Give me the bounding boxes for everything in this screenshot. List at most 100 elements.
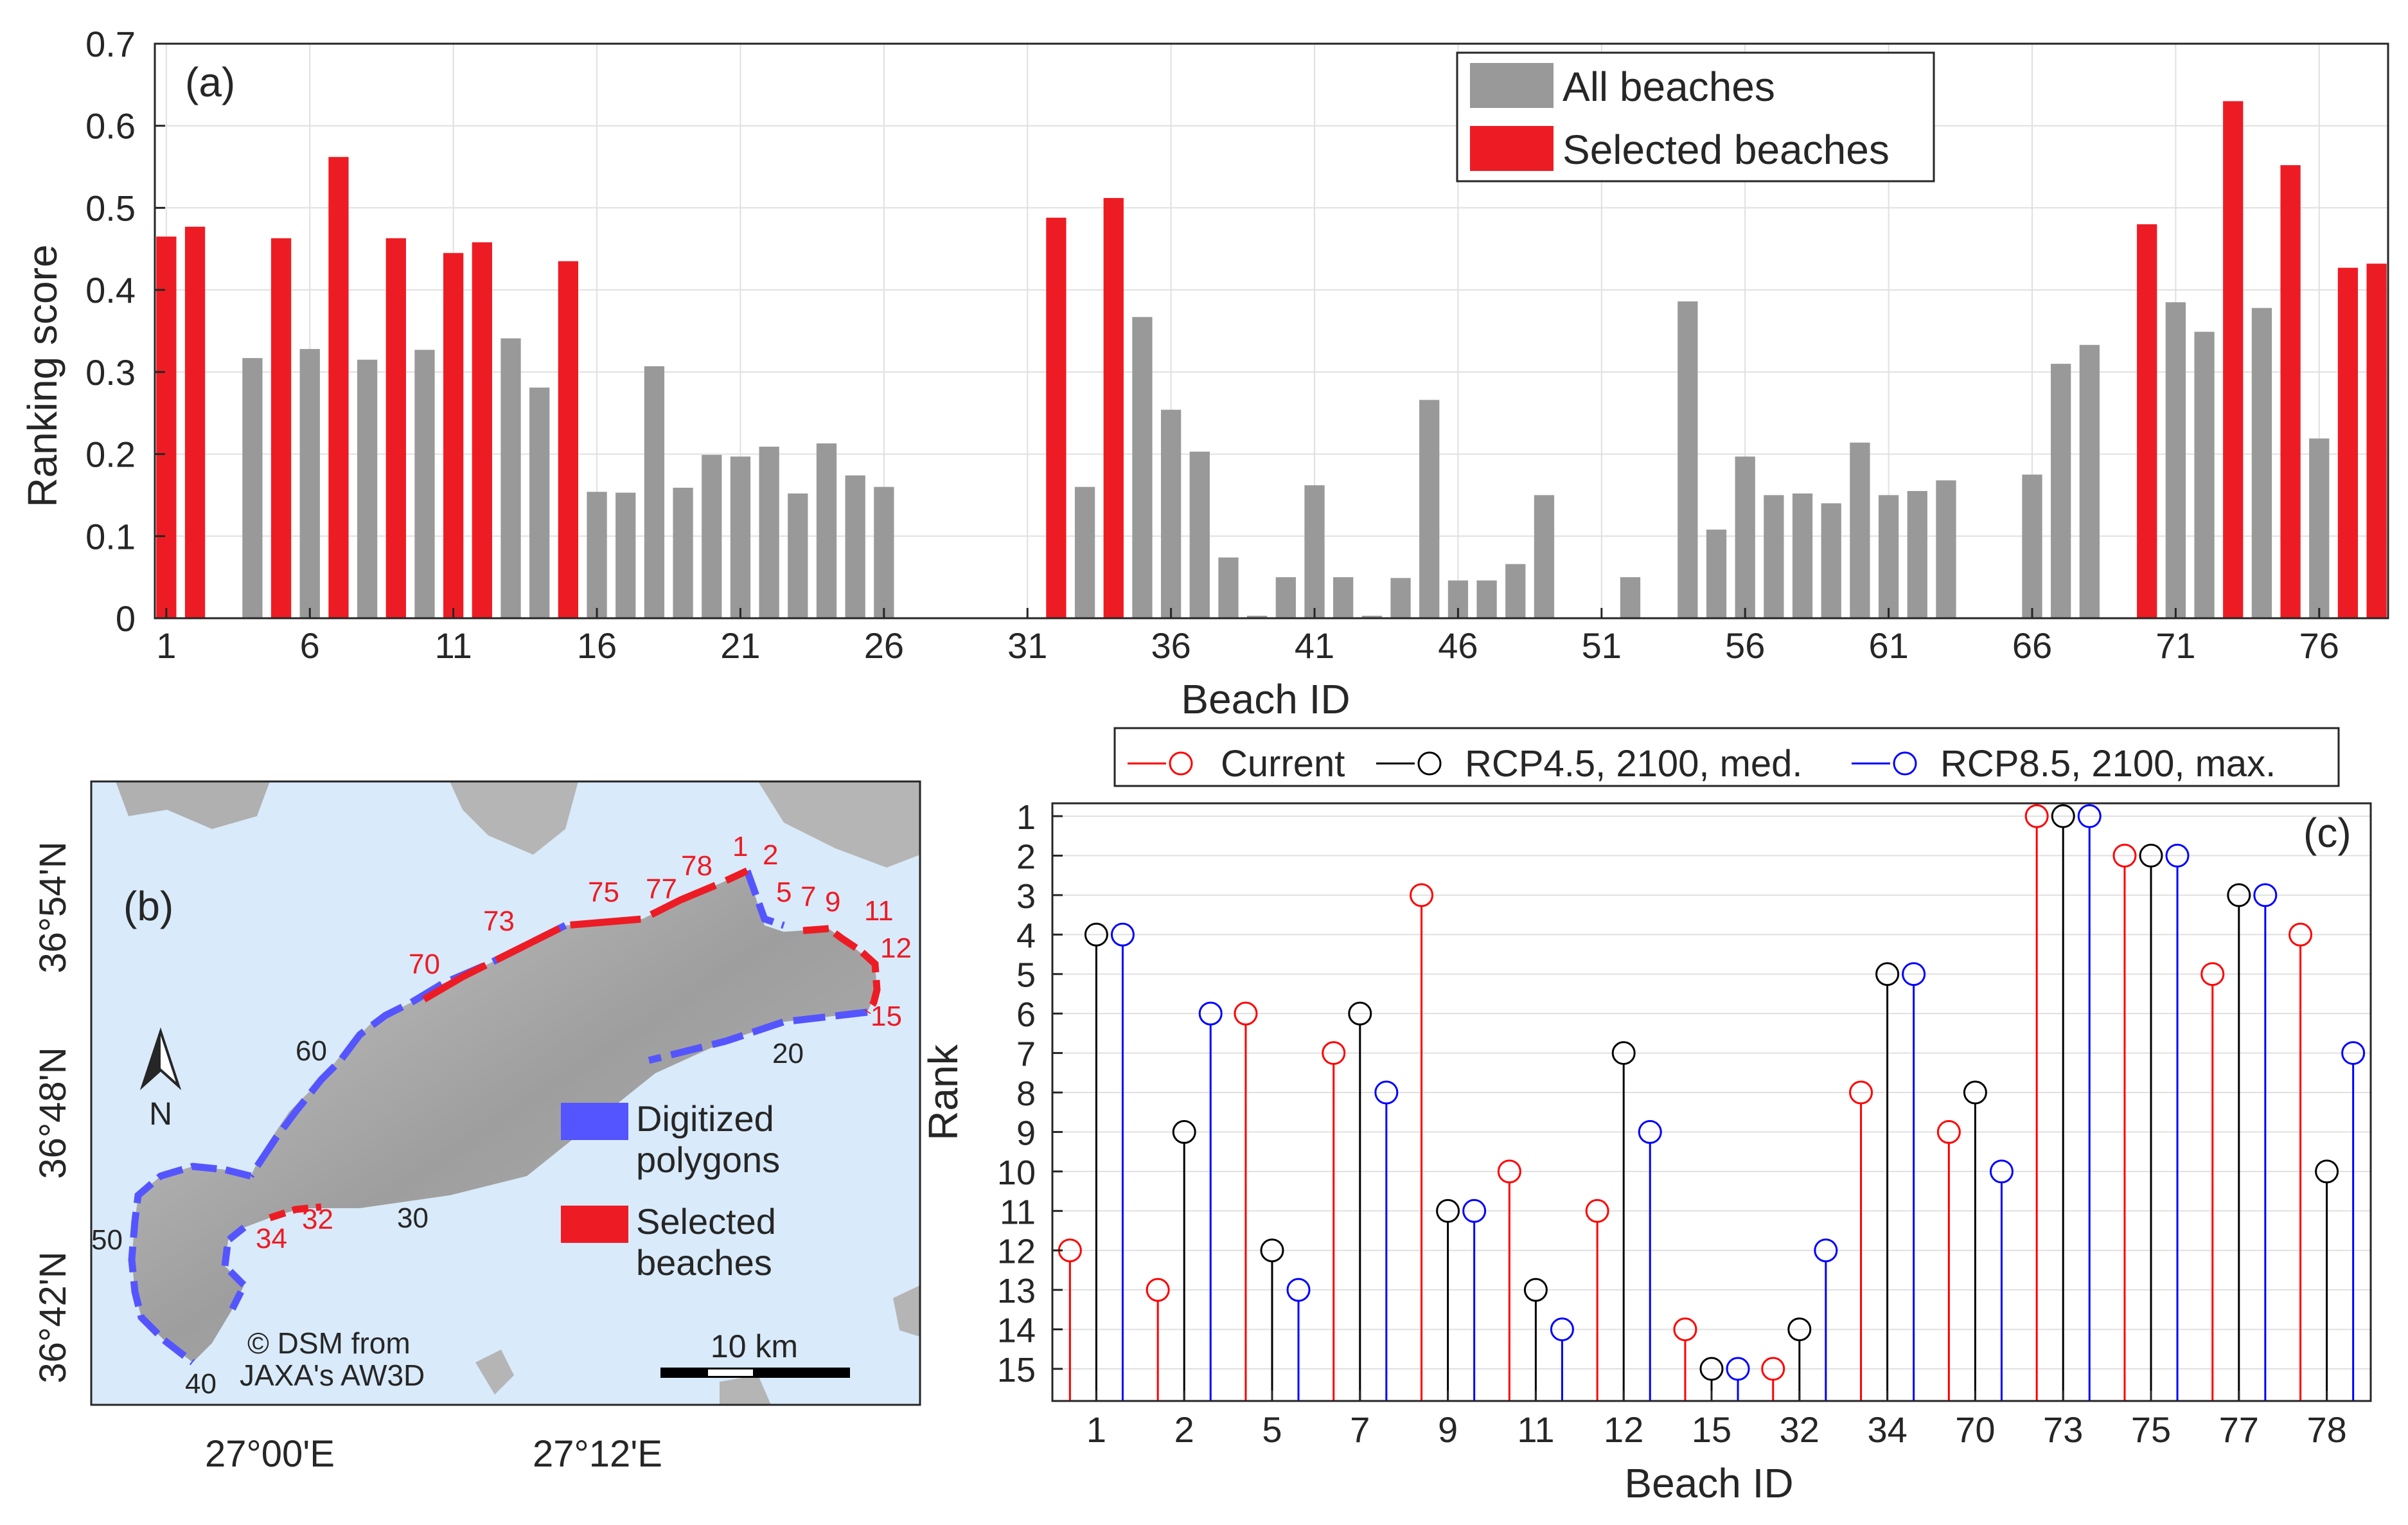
bar-beach-62 (1907, 491, 1927, 618)
bar-beach-7 (328, 157, 349, 618)
c-xtick-label: 9 (1438, 1409, 1458, 1450)
peninsula-land (132, 871, 877, 1362)
panel-c-label: (c) (2303, 810, 2351, 856)
map-label-12: 12 (880, 932, 912, 964)
bar-beach-24 (816, 443, 837, 618)
bar-beach-38 (1218, 557, 1239, 618)
marker-1-9 (1436, 1199, 1460, 1223)
scale-bar-label: 10 km (711, 1328, 798, 1364)
c-ytick-label: 4 (1016, 916, 1036, 955)
bar-beach-6 (299, 349, 320, 618)
bar-beach-16 (587, 492, 607, 618)
c-ytick-label: 1 (1016, 798, 1036, 837)
bar-beach-14 (529, 388, 550, 618)
c-ytick-label: 13 (997, 1272, 1036, 1310)
marker-1-7 (1348, 1001, 1372, 1026)
marker-0-78 (2288, 922, 2313, 947)
bar-beach-11 (443, 253, 464, 619)
a-xtick-label: 61 (1868, 625, 1908, 666)
marker-2-12 (1638, 1119, 1662, 1144)
c-xtick-label: 70 (1955, 1409, 1995, 1450)
c-ytick-label: 3 (1016, 877, 1036, 916)
bar-beach-48 (1505, 564, 1526, 618)
legend-label-rcp85: RCP8.5, 2100, max. (1940, 743, 2276, 785)
map-label-2: 2 (763, 839, 778, 871)
map-credit-line2: JAXA's AW3D (240, 1359, 425, 1392)
bar-beach-52 (1620, 577, 1641, 618)
c-xtick-label: 15 (1692, 1409, 1731, 1450)
panel-c-grid (1052, 816, 2371, 1369)
a-xtick-label: 71 (2156, 625, 2195, 666)
marker-1-11 (1523, 1278, 1548, 1302)
legend-label-current: Current (1221, 743, 1345, 785)
bar-beach-21 (730, 456, 751, 618)
panel-c-stems (1058, 804, 2366, 1401)
bar-beach-41 (1304, 485, 1325, 618)
map-legend-digitized-line1: Digitized (636, 1098, 774, 1139)
c-ytick-label: 10 (997, 1154, 1036, 1192)
c-ytick-label: 7 (1016, 1035, 1036, 1074)
digitized-coast-south (648, 1008, 868, 1064)
panel-b-map: 1 2 78 77 75 73 70 5 7 9 11 12 15 32 34 … (32, 780, 921, 1475)
bar-beach-8 (357, 359, 378, 618)
marker-1-1 (1084, 922, 1108, 947)
c-xtick-label: 12 (1604, 1409, 1643, 1450)
c-xtick-label: 75 (2131, 1409, 2171, 1450)
bar-beach-15 (558, 261, 579, 618)
island-right (893, 1285, 920, 1337)
legend-marker-rcp85 (1893, 751, 1917, 776)
north-label: N (149, 1096, 172, 1132)
legend-marker-rcp45 (1417, 751, 1442, 776)
bar-beach-71 (2165, 302, 2186, 618)
c-xtick-label: 78 (2306, 1409, 2346, 1450)
map-credit-line1: © DSM from (247, 1326, 411, 1360)
bar-beach-68 (2079, 344, 2100, 618)
digitized-coast-west (128, 1163, 252, 1366)
c-ytick-label: 6 (1016, 995, 1036, 1034)
legend-label-rcp45: RCP4.5, 2100, med. (1465, 743, 1803, 785)
island-top-right (758, 781, 920, 868)
map-label-60: 60 (296, 1035, 327, 1067)
map-frame (90, 780, 921, 1406)
a-xtick-label: 11 (435, 625, 472, 666)
bar-beach-47 (1476, 580, 1497, 618)
bar-beach-49 (1534, 495, 1555, 618)
bar-beach-34 (1103, 198, 1124, 618)
map-lon-labels: 27°00'E 27°12'E (205, 1433, 662, 1475)
c-ytick-label: 2 (1016, 837, 1036, 876)
marker-1-75 (2139, 843, 2163, 868)
panel-c-ylabel: Rank (920, 1044, 966, 1140)
bar-beach-13 (500, 338, 521, 618)
c-ytick-label: 11 (1000, 1193, 1036, 1231)
c-xtick-label: 2 (1174, 1409, 1194, 1450)
map-label-11: 11 (864, 895, 894, 927)
marker-2-5 (1286, 1278, 1311, 1302)
marker-1-15 (1699, 1357, 1724, 1381)
marker-0-34 (1849, 1080, 1873, 1105)
map-legend-swatch-selected (561, 1206, 628, 1243)
a-xtick-label: 16 (577, 625, 617, 666)
c-xtick-label: 1 (1086, 1409, 1106, 1450)
c-ytick-label: 12 (997, 1233, 1036, 1271)
map-label-15: 15 (871, 1001, 902, 1032)
a-xtick-label: 41 (1295, 625, 1334, 666)
map-label-20: 20 (772, 1038, 804, 1069)
marker-2-2 (1198, 1001, 1223, 1026)
bar-beach-59 (1821, 503, 1841, 618)
map-label-1: 1 (732, 831, 748, 862)
a-xtick-label: 1 (156, 625, 176, 666)
panel-a-xlabel: Beach ID (1181, 676, 1350, 722)
map-label-40: 40 (185, 1368, 217, 1400)
map-legend-selected-line2: beaches (636, 1242, 772, 1283)
marker-2-78 (2341, 1041, 2366, 1066)
bar-beach-23 (788, 493, 808, 618)
bar-beach-58 (1792, 493, 1813, 618)
legend-swatch-selected (1470, 126, 1554, 171)
panel-c-legend: Current RCP4.5, 2100, med. RCP8.5, 2100,… (1113, 727, 2340, 787)
scale-bar: 10 km (660, 1328, 850, 1378)
panel-b-label: (b) (123, 883, 173, 929)
map-label-70: 70 (409, 949, 440, 980)
bar-beach-39 (1247, 616, 1268, 618)
